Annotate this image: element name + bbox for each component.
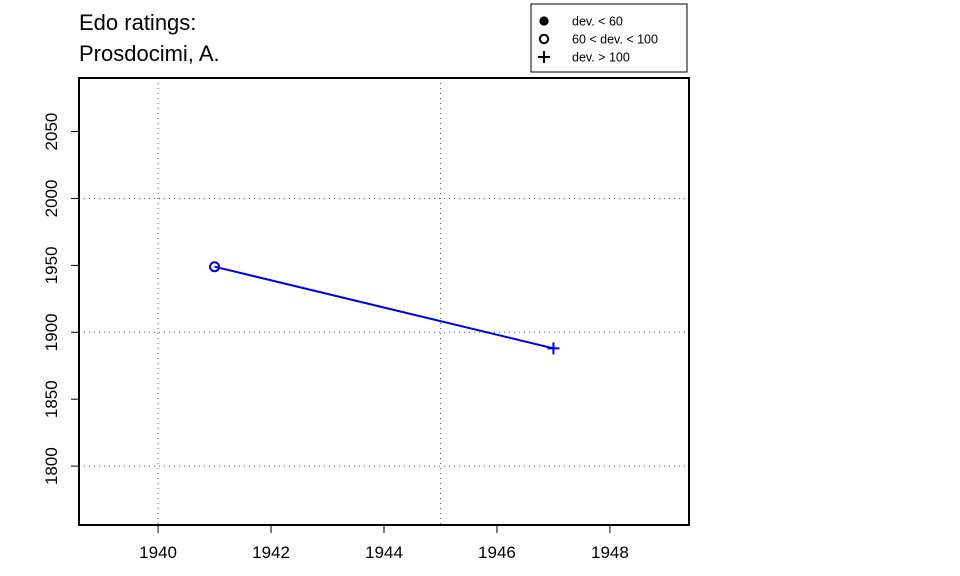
legend-box [530, 3, 688, 73]
legend-open-circle-icon [538, 33, 550, 45]
y-tick-label-1950: 1950 [42, 246, 61, 284]
x-tick-label-1946: 1946 [478, 543, 516, 562]
x-tick-label-1940: 1940 [139, 543, 177, 562]
y-tick-label-1800: 1800 [42, 447, 61, 485]
rating-line [214, 265, 554, 350]
x-tick-label-1944: 1944 [365, 543, 403, 562]
rating-series [209, 261, 560, 355]
grid-lines [79, 78, 689, 525]
chart-title-line-2: Prosdocimi, A. [79, 41, 220, 66]
x-tick-label-1942: 1942 [252, 543, 290, 562]
y-tick-label-2000: 2000 [42, 180, 61, 218]
chart-title-line-1: Edo ratings: [79, 10, 196, 35]
y-tick-label-1850: 1850 [42, 380, 61, 418]
legend: dev. < 60 60 < dev. < 100 dev. > 100 [530, 3, 688, 73]
x-tick-label-1948: 1948 [591, 543, 629, 562]
y-tick-label-2050: 2050 [42, 113, 61, 151]
y-tick-label-1900: 1900 [42, 313, 61, 351]
point-1947-plus [547, 342, 560, 355]
legend-label-dev-60-100: 60 < dev. < 100 [572, 33, 658, 47]
y-axis: 1800 1850 1900 1950 2000 2050 [42, 113, 79, 485]
legend-plus-icon [538, 51, 550, 63]
legend-label-dev-gt-100: dev. > 100 [572, 51, 630, 65]
point-1941-open-circle [209, 261, 221, 273]
legend-filled-circle-icon [539, 16, 549, 26]
x-axis: 1940 1942 1944 1946 1948 [139, 525, 629, 562]
plot-frame [78, 77, 690, 526]
legend-label-dev-lt-60: dev. < 60 [572, 15, 623, 29]
